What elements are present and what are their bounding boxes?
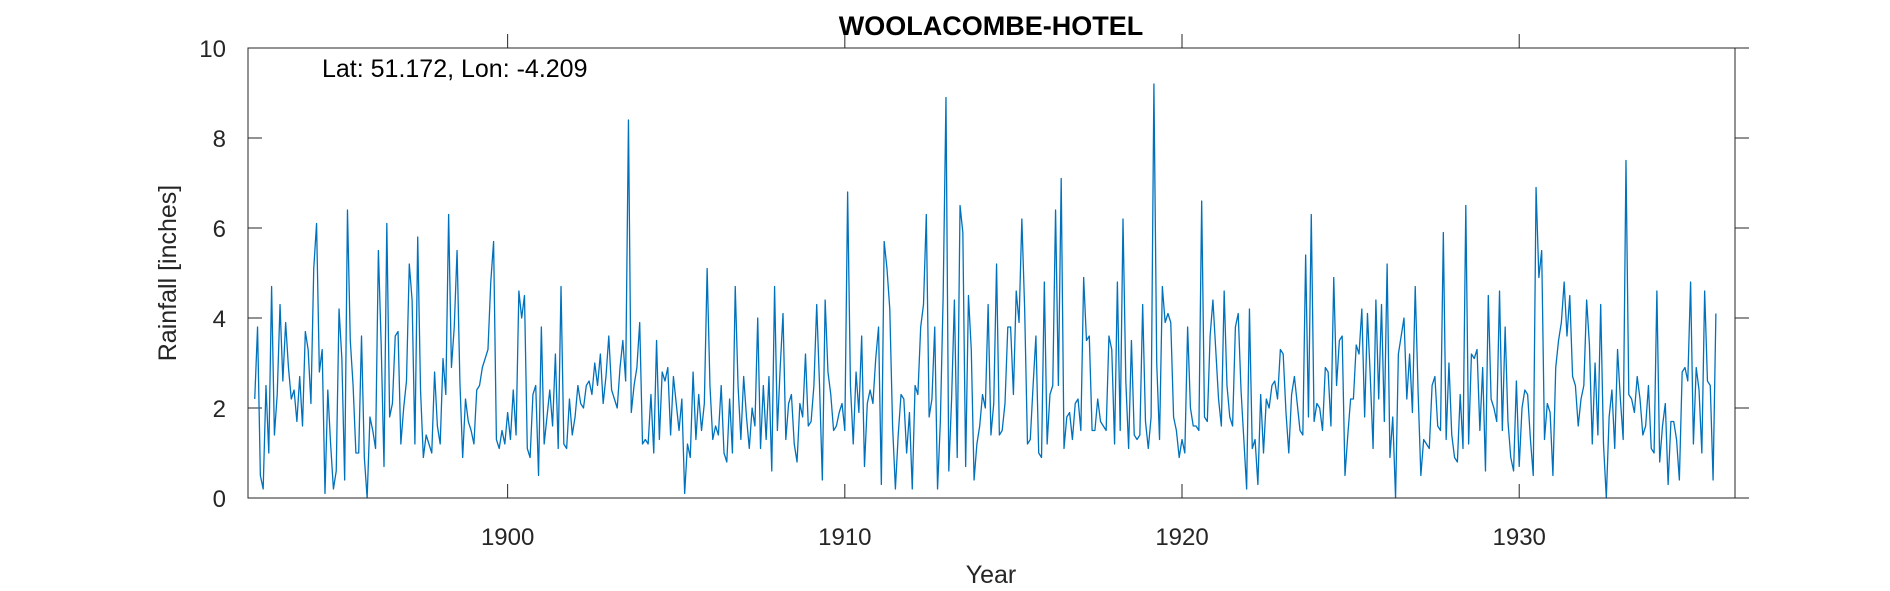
tick-labels: 1900 1910 1920 1930 0 2 4 6 8 10	[199, 36, 1546, 551]
x-tick-label: 1930	[1493, 524, 1546, 551]
plot-frame	[247, 47, 1736, 499]
x-axis-label: Year	[966, 561, 1017, 589]
y-tick-label: 4	[213, 306, 226, 333]
rainfall-series-line	[254, 83, 1717, 499]
y-tick-label: 2	[213, 396, 226, 423]
y-tick-label: 6	[213, 216, 226, 243]
y-tick-label: 0	[213, 486, 226, 513]
x-tick-label: 1920	[1155, 524, 1208, 551]
location-annotation: Lat: 51.172, Lon: -4.209	[322, 55, 588, 83]
y-tick-label: 10	[199, 36, 226, 63]
x-tick-label: 1900	[481, 524, 534, 551]
x-tick-label: 1910	[818, 524, 871, 551]
chart-title: WOOLACOMBE-HOTEL	[839, 11, 1143, 41]
y-tick-label: 8	[213, 126, 226, 153]
y-axis-label: Rainfall [inches]	[154, 185, 182, 361]
